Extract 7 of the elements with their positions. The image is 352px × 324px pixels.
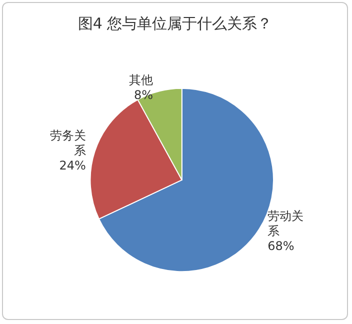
slice-label: 其他 <box>129 72 154 87</box>
slice-label: 劳动关系 <box>268 209 304 238</box>
data-label: 24% <box>59 158 86 172</box>
data-label: 68% <box>268 239 294 254</box>
slice-label: 劳务关系 <box>50 128 86 158</box>
chart-title: 图4 您与单位属于什么关系？ <box>78 14 272 32</box>
data-label: 8% <box>134 88 154 102</box>
